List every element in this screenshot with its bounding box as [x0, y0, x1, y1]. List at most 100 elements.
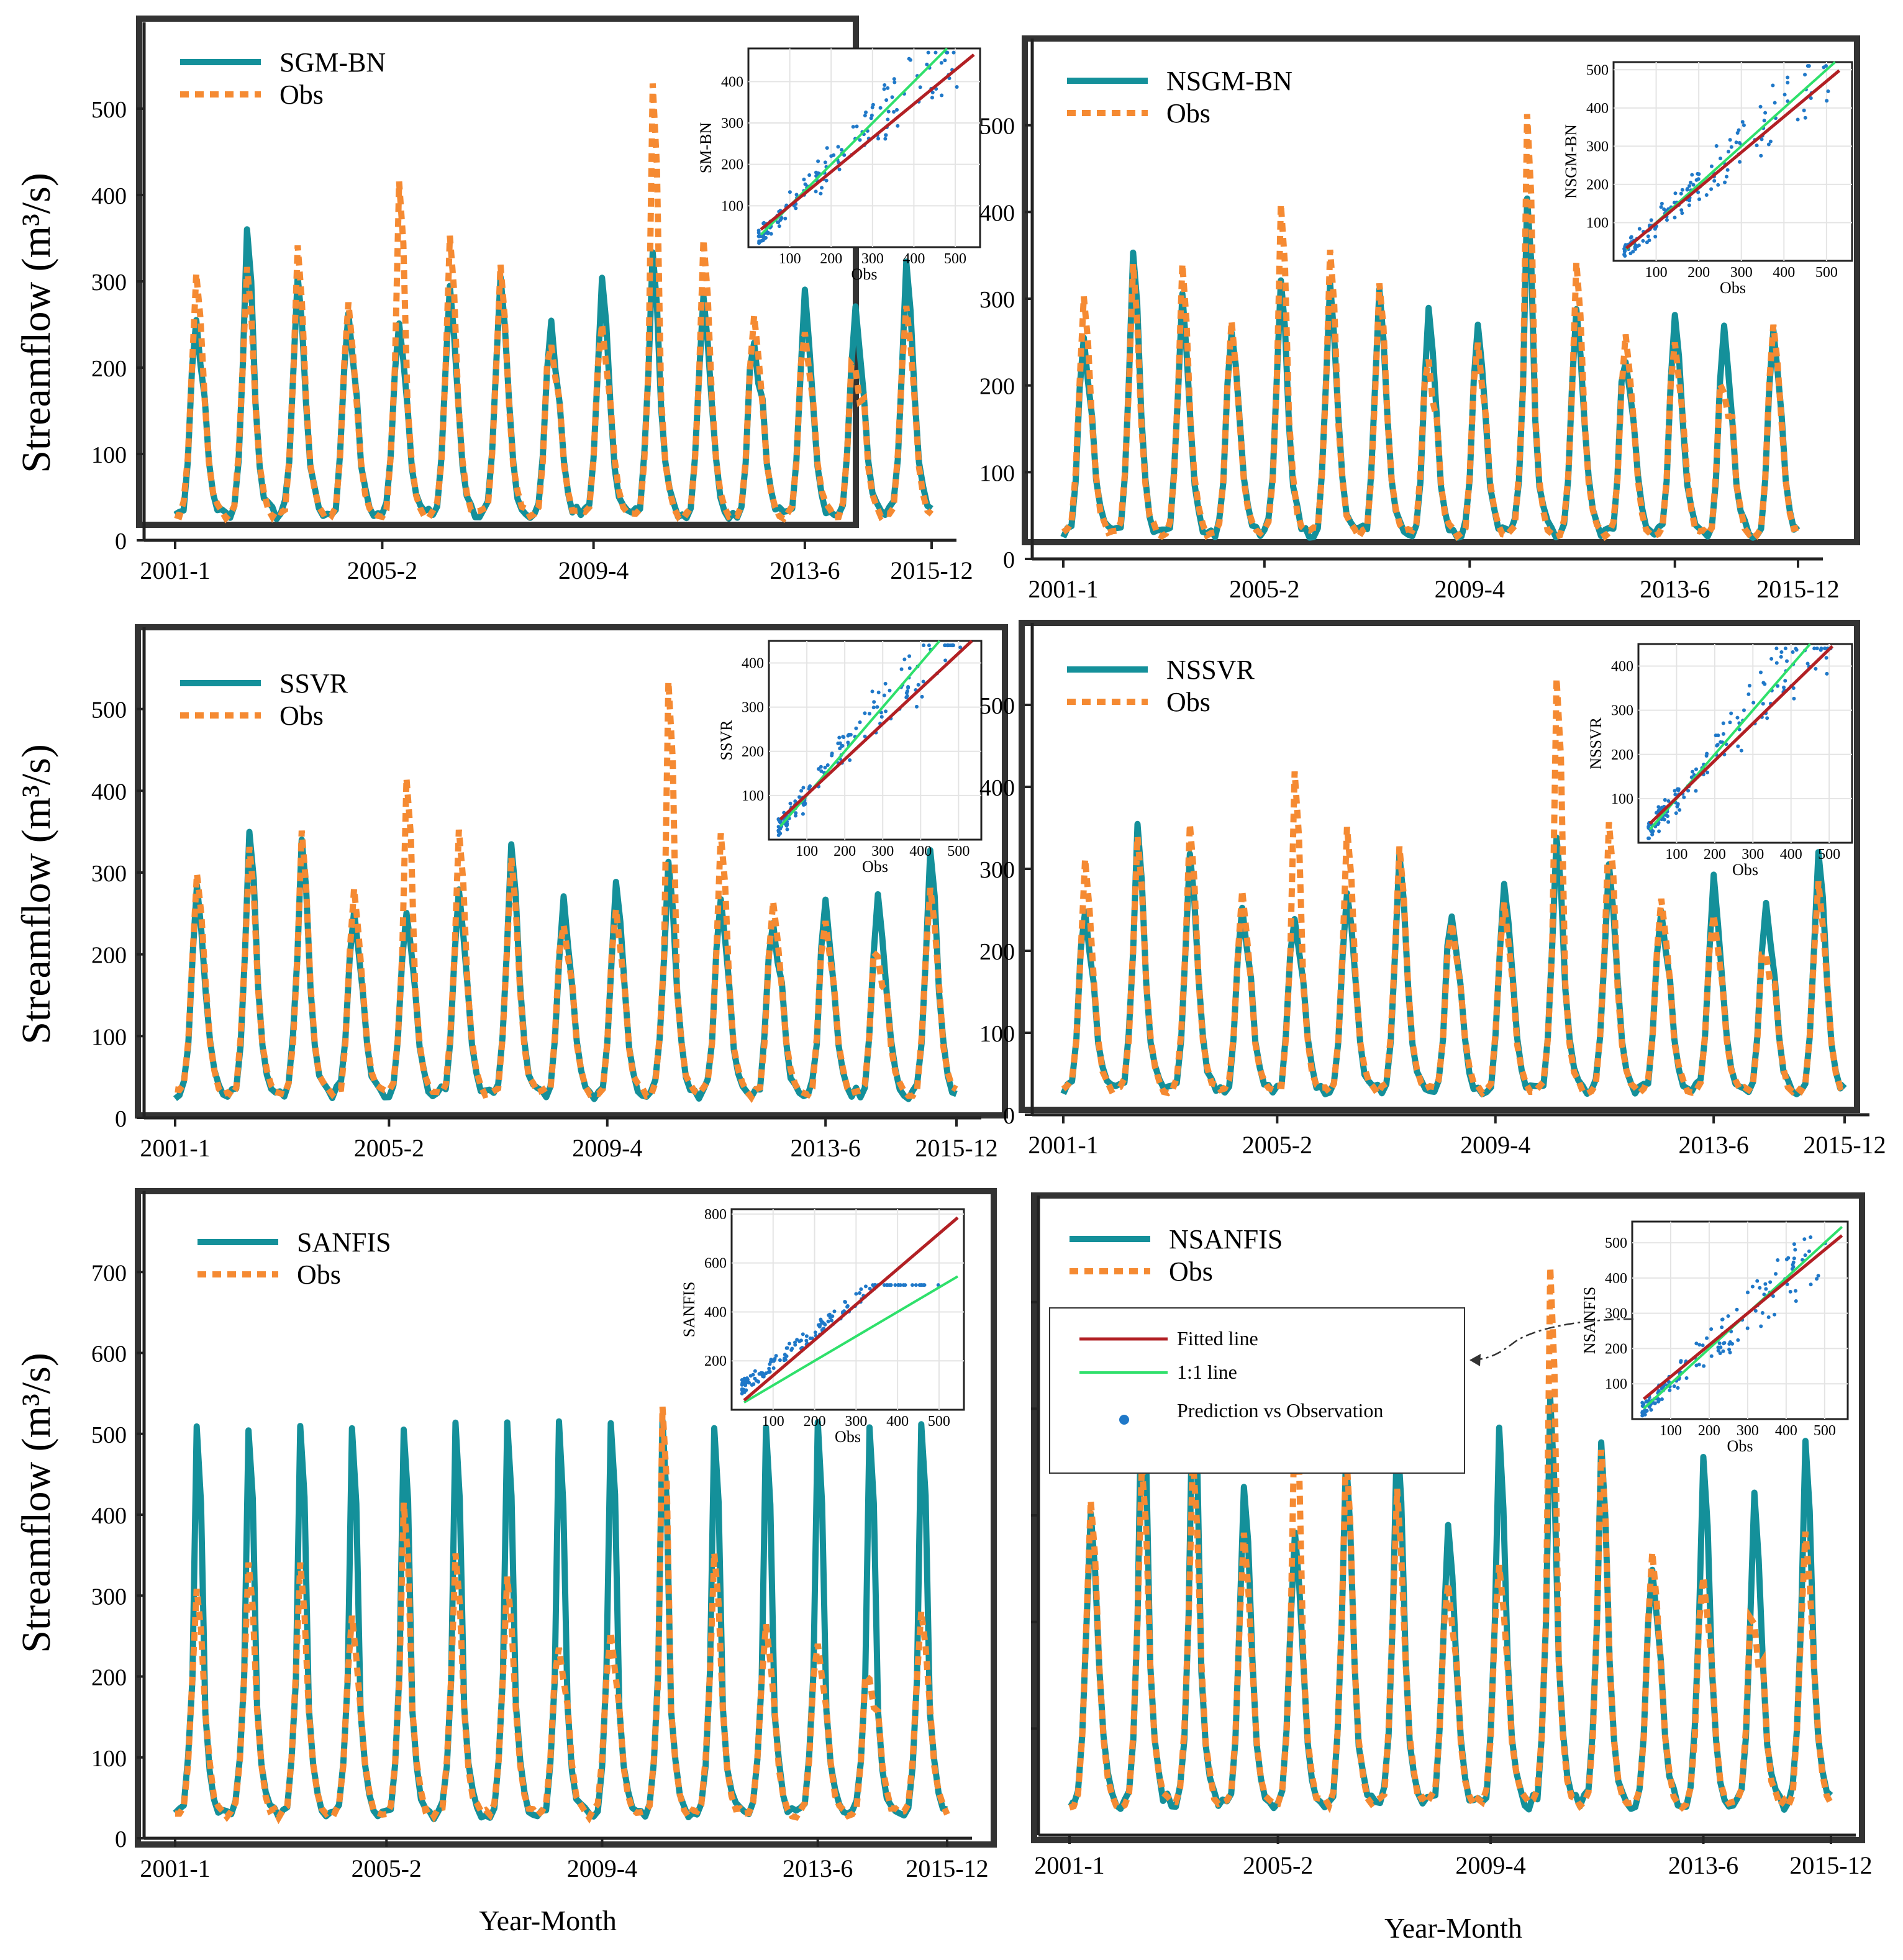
inset-point — [1739, 748, 1743, 753]
series-model-line — [173, 1417, 948, 1823]
inset-point — [1653, 1401, 1657, 1405]
inset-point — [1729, 145, 1733, 149]
inset-fitted-line — [1625, 69, 1841, 250]
inset-point — [1675, 804, 1679, 809]
inset-point — [1779, 655, 1783, 659]
x-axis-title-left: Year-Month — [479, 1905, 617, 1936]
inset-point — [1690, 173, 1694, 177]
x-tick-label: 2013-6 — [1640, 575, 1710, 603]
inset-point — [886, 117, 890, 122]
y-tick-label: 500 — [91, 697, 127, 724]
inset-point — [883, 137, 888, 141]
inset-point — [1803, 116, 1807, 120]
inset-point — [917, 1283, 922, 1287]
inset-point — [920, 694, 924, 699]
inset-point — [907, 666, 912, 671]
inset-point — [1668, 1388, 1672, 1392]
inset-x-tick-label: 500 — [944, 251, 966, 267]
legend-model-label: SANFIS — [297, 1227, 391, 1258]
x-tick-label: 2013-6 — [783, 1854, 853, 1882]
inset-point — [1796, 117, 1800, 122]
inset-point — [819, 764, 823, 769]
inset-point — [1682, 795, 1686, 799]
inset-point — [921, 679, 925, 684]
inset-point — [1715, 743, 1720, 747]
y-tick-label: 400 — [979, 200, 1015, 226]
inset-x-tick-label: 400 — [909, 843, 932, 860]
inset-point — [1679, 1359, 1683, 1363]
inset-point — [1691, 183, 1696, 187]
inset-point — [803, 182, 807, 186]
inset-point — [790, 1346, 794, 1351]
inset-point — [1676, 1386, 1680, 1390]
inset-point — [858, 1291, 862, 1295]
inset-point — [845, 1304, 850, 1308]
inset-point — [766, 230, 770, 235]
inset-point — [1803, 1253, 1807, 1258]
series-obs-line — [175, 681, 958, 1104]
inset-point — [1721, 1349, 1725, 1353]
inset-point — [830, 751, 834, 756]
inset-point — [1791, 1260, 1796, 1264]
panel-frame — [136, 16, 859, 528]
inset-point — [1705, 1336, 1709, 1340]
inset-y-tick-label: 400 — [1586, 101, 1609, 117]
inset-point — [927, 643, 931, 648]
inset-point — [1679, 191, 1683, 196]
inset-point — [1709, 187, 1714, 191]
inset-point — [1776, 1258, 1780, 1262]
inset-point — [1716, 1348, 1720, 1353]
legend-obs-label: Obs — [1166, 687, 1210, 717]
inset-scatter: 100 200 300 400 500 100 200 300 400 Obs NSSVR — [1587, 643, 1853, 879]
inset-point — [1705, 770, 1710, 774]
inset-point — [1759, 153, 1763, 158]
inset-point — [858, 138, 862, 142]
inset-point — [1819, 647, 1824, 651]
inset-point — [1723, 180, 1727, 184]
inset-point — [1665, 814, 1669, 819]
inset-point — [1679, 208, 1684, 212]
inset-point — [1660, 805, 1665, 810]
inset-point — [1807, 64, 1811, 68]
x-tick-label: 2015-12 — [915, 1134, 997, 1162]
inset-point — [892, 80, 897, 84]
inset-point — [1794, 1289, 1798, 1293]
y-tick-label: 600 — [91, 1341, 127, 1368]
inset-point — [1694, 1341, 1699, 1346]
inset-point — [1747, 683, 1751, 687]
inset-point — [1657, 829, 1661, 833]
x-tick-label: 2001-1 — [140, 556, 210, 584]
inset-point — [1685, 188, 1689, 192]
inset-x-tick-label: 300 — [871, 843, 894, 860]
inset-x-tick-label: 100 — [796, 843, 818, 860]
inset-point — [879, 715, 884, 719]
inset-x-tick-label: 300 — [1730, 265, 1753, 281]
inset-point — [1816, 1274, 1820, 1278]
inset-x-tick-label: 200 — [820, 251, 842, 267]
inset-x-tick-label: 100 — [1645, 265, 1668, 281]
inset-point — [1644, 1409, 1648, 1413]
y-tick-label: 0 — [1003, 547, 1015, 573]
inset-point — [793, 799, 797, 804]
inset-point — [1697, 197, 1702, 201]
inset-point — [1728, 1350, 1732, 1354]
inset-point — [1759, 1324, 1763, 1328]
inset-point — [1650, 832, 1655, 837]
inset-x-tick-label: 400 — [902, 251, 925, 267]
inset-point — [1735, 130, 1740, 135]
inset-point — [1791, 686, 1796, 690]
inset-y-tick-label: 400 — [721, 74, 743, 90]
inset-point — [778, 832, 783, 836]
inset-point — [1719, 740, 1723, 744]
inset-point — [1691, 769, 1695, 774]
inset-point — [1673, 191, 1678, 196]
inset-point — [824, 178, 829, 183]
inset-point — [1725, 168, 1730, 172]
inset-point — [1718, 1351, 1722, 1356]
inset-point — [1809, 1282, 1813, 1287]
inset-point — [863, 734, 867, 738]
inset-x-tick-label: 400 — [1775, 1423, 1797, 1439]
x-tick-label: 2001-1 — [140, 1134, 210, 1162]
